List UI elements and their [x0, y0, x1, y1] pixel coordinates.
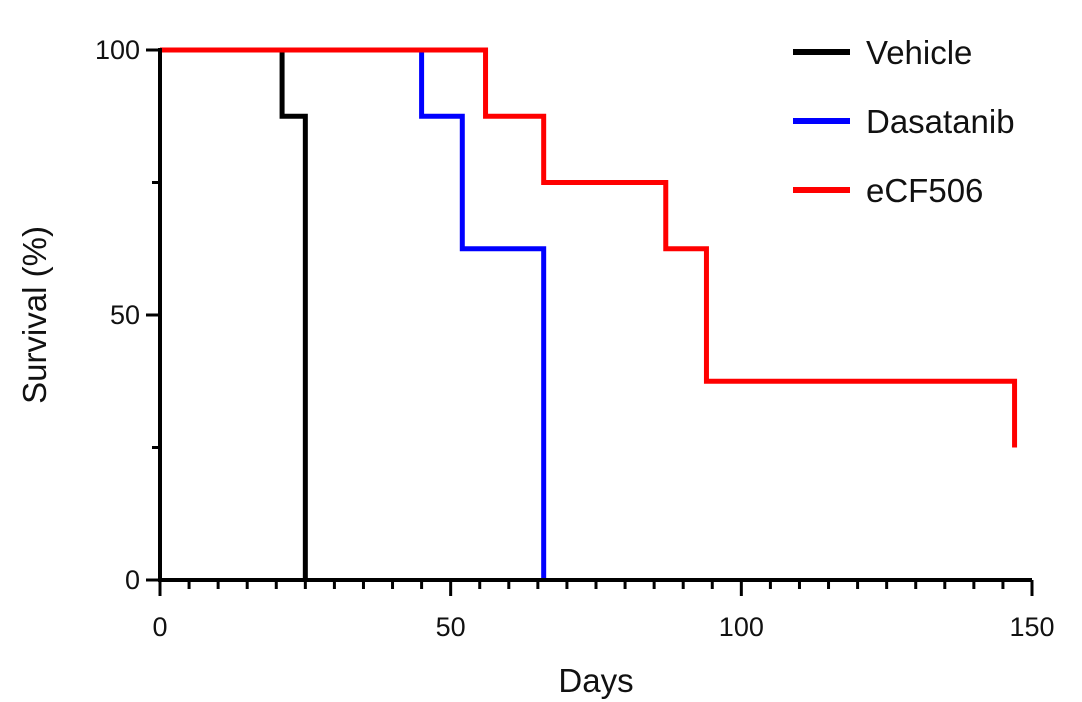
legend-label-dasatanib: Dasatanib [866, 103, 1015, 140]
legend-label-vehicle: Vehicle [866, 34, 972, 71]
x-tick-label: 150 [1009, 612, 1054, 642]
y-axis-title: Survival (%) [16, 226, 53, 404]
x-tick-label: 100 [719, 612, 764, 642]
y-axis-ticks: 0 50 100 [95, 35, 160, 595]
x-tick-label: 0 [152, 612, 167, 642]
legend: Vehicle Dasatanib eCF506 [793, 34, 1015, 209]
legend-label-ecf506: eCF506 [866, 172, 983, 209]
x-axis-ticks: 0 50 100 150 [152, 580, 1055, 642]
y-tick-label: 100 [95, 35, 140, 65]
x-tick-label: 50 [436, 612, 466, 642]
series-layer [160, 47, 1018, 580]
axes-layer: 0 50 100 0 50 100 150 [95, 35, 1055, 642]
y-tick-label: 0 [125, 565, 140, 595]
y-tick-label: 50 [110, 300, 140, 330]
x-axis-title: Days [558, 662, 633, 699]
series-line-dasatanib [160, 47, 547, 580]
series-line-vehicle [160, 47, 308, 580]
series-line-ecf506 [160, 47, 1018, 448]
